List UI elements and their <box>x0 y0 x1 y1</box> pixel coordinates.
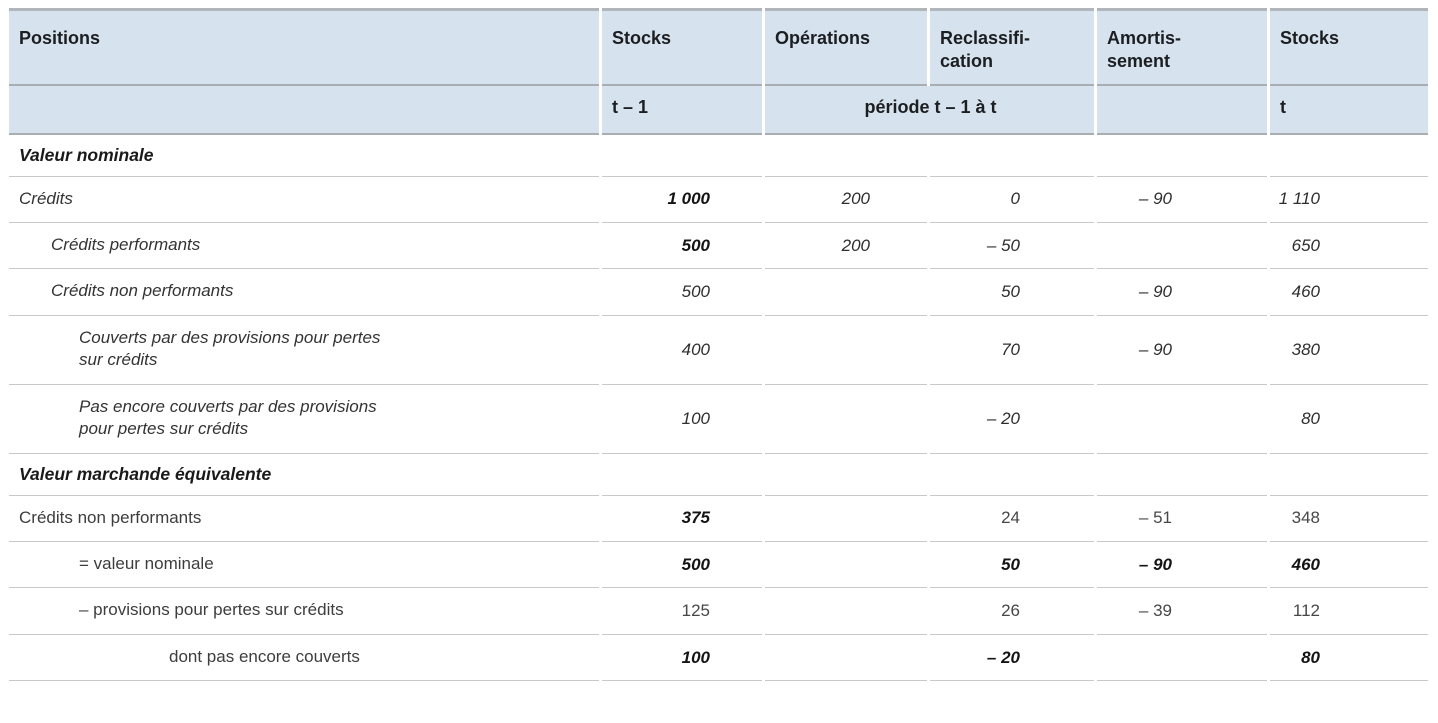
row-label: = valeur nominale <box>9 542 599 589</box>
cell-reclassification: – 20 <box>930 385 1094 454</box>
table-body: Valeur nominale Crédits 1 000 200 0– 90 1 110… <box>9 135 1428 682</box>
row-label: Crédits non performants <box>9 269 599 316</box>
section-row: Valeur nominale <box>9 135 1428 177</box>
table-row: Crédits performants 500 200– 50 650 <box>9 223 1428 270</box>
cell-operations <box>765 542 927 589</box>
table-header: Positions Stocks Opérations Reclassifi- … <box>9 8 1428 135</box>
row-label: Crédits <box>9 177 599 223</box>
cell-amortissement <box>1097 135 1267 177</box>
cell-stocks-t: 650 <box>1270 223 1428 270</box>
table-row: dont pas encore couverts 100 – 20 80 <box>9 635 1428 682</box>
cell-stocks-t1 <box>602 454 762 496</box>
cell-reclassification <box>930 454 1094 496</box>
table-row: = valeur nominale 500 50– 90 460 <box>9 542 1428 589</box>
section-label: Valeur nominale <box>9 135 599 177</box>
cell-reclassification: 50 <box>930 269 1094 316</box>
cell-reclassification: 0 <box>930 177 1094 223</box>
cell-amortissement: – 39 <box>1097 588 1267 635</box>
row-label: dont pas encore couverts <box>9 635 599 682</box>
cell-reclassification: 50 <box>930 542 1094 589</box>
cell-amortissement <box>1097 635 1267 682</box>
cell-stocks-t: 80 <box>1270 635 1428 682</box>
header-row-periods: t – 1 période t – 1 à t t <box>9 86 1428 135</box>
table-row: Crédits 1 000 200 0– 90 1 110 <box>9 177 1428 223</box>
cell-amortissement <box>1097 385 1267 454</box>
cell-stocks-t: 380 <box>1270 316 1428 385</box>
header-sub-empty2 <box>1097 86 1267 135</box>
cell-stocks-t1: 400 <box>602 316 762 385</box>
cell-stocks-t1: 100 <box>602 385 762 454</box>
header-positions: Positions <box>9 8 599 86</box>
cell-stocks-t1: 100 <box>602 635 762 682</box>
cell-stocks-t: 460 <box>1270 269 1428 316</box>
header-operations: Opérations <box>765 8 927 86</box>
cell-reclassification: 26 <box>930 588 1094 635</box>
cell-reclassification: 70 <box>930 316 1094 385</box>
cell-reclassification: – 20 <box>930 635 1094 682</box>
cell-stocks-t1: 500 <box>602 269 762 316</box>
header-sub-t: t <box>1270 86 1428 135</box>
table-row: – provisions pour pertes sur crédits 125 2… <box>9 588 1428 635</box>
cell-operations <box>765 454 927 496</box>
header-stocks-t1: Stocks <box>602 8 762 86</box>
cell-stocks-t <box>1270 135 1428 177</box>
cell-operations <box>765 635 927 682</box>
cell-amortissement: – 90 <box>1097 542 1267 589</box>
header-reclassification: Reclassifi- cation <box>930 8 1094 86</box>
cell-amortissement <box>1097 223 1267 270</box>
header-amortissement: Amortis- sement <box>1097 8 1267 86</box>
cell-operations <box>765 269 927 316</box>
cell-amortissement: – 90 <box>1097 177 1267 223</box>
row-label: Pas encore couverts par des provisions p… <box>9 385 599 454</box>
table-row: Crédits non performants 375 24– 51 348 <box>9 496 1428 542</box>
table-row: Pas encore couverts par des provisions p… <box>9 385 1428 454</box>
section-row: Valeur marchande équivalente <box>9 454 1428 496</box>
cell-operations: 200 <box>765 223 927 270</box>
row-label: Couverts par des provisions pour pertes … <box>9 316 599 385</box>
cell-stocks-t1: 1 000 <box>602 177 762 223</box>
header-stocks-t: Stocks <box>1270 8 1428 86</box>
row-label: – provisions pour pertes sur crédits <box>9 588 599 635</box>
cell-amortissement <box>1097 454 1267 496</box>
cell-stocks-t: 80 <box>1270 385 1428 454</box>
header-sub-empty <box>9 86 599 135</box>
cell-stocks-t1 <box>602 135 762 177</box>
header-sub-period: période t – 1 à t <box>765 86 1094 135</box>
cell-stocks-t <box>1270 454 1428 496</box>
row-label: Crédits non performants <box>9 496 599 542</box>
cell-stocks-t: 1 110 <box>1270 177 1428 223</box>
credit-positions-table: Positions Stocks Opérations Reclassifi- … <box>6 8 1431 682</box>
cell-reclassification <box>930 135 1094 177</box>
cell-stocks-t1: 500 <box>602 223 762 270</box>
header-sub-t1: t – 1 <box>602 86 762 135</box>
table-row: Crédits non performants 500 50– 90 460 <box>9 269 1428 316</box>
table-row: Couverts par des provisions pour pertes … <box>9 316 1428 385</box>
header-row-titles: Positions Stocks Opérations Reclassifi- … <box>9 8 1428 86</box>
section-label: Valeur marchande équivalente <box>9 454 599 496</box>
row-label: Crédits performants <box>9 223 599 270</box>
cell-operations <box>765 135 927 177</box>
cell-reclassification: – 50 <box>930 223 1094 270</box>
cell-amortissement: – 90 <box>1097 316 1267 385</box>
cell-amortissement: – 51 <box>1097 496 1267 542</box>
cell-stocks-t1: 375 <box>602 496 762 542</box>
cell-operations <box>765 316 927 385</box>
cell-stocks-t: 460 <box>1270 542 1428 589</box>
cell-stocks-t1: 125 <box>602 588 762 635</box>
cell-stocks-t1: 500 <box>602 542 762 589</box>
cell-amortissement: – 90 <box>1097 269 1267 316</box>
cell-stocks-t: 348 <box>1270 496 1428 542</box>
cell-operations <box>765 588 927 635</box>
cell-operations <box>765 385 927 454</box>
cell-stocks-t: 112 <box>1270 588 1428 635</box>
cell-reclassification: 24 <box>930 496 1094 542</box>
cell-operations: 200 <box>765 177 927 223</box>
cell-operations <box>765 496 927 542</box>
